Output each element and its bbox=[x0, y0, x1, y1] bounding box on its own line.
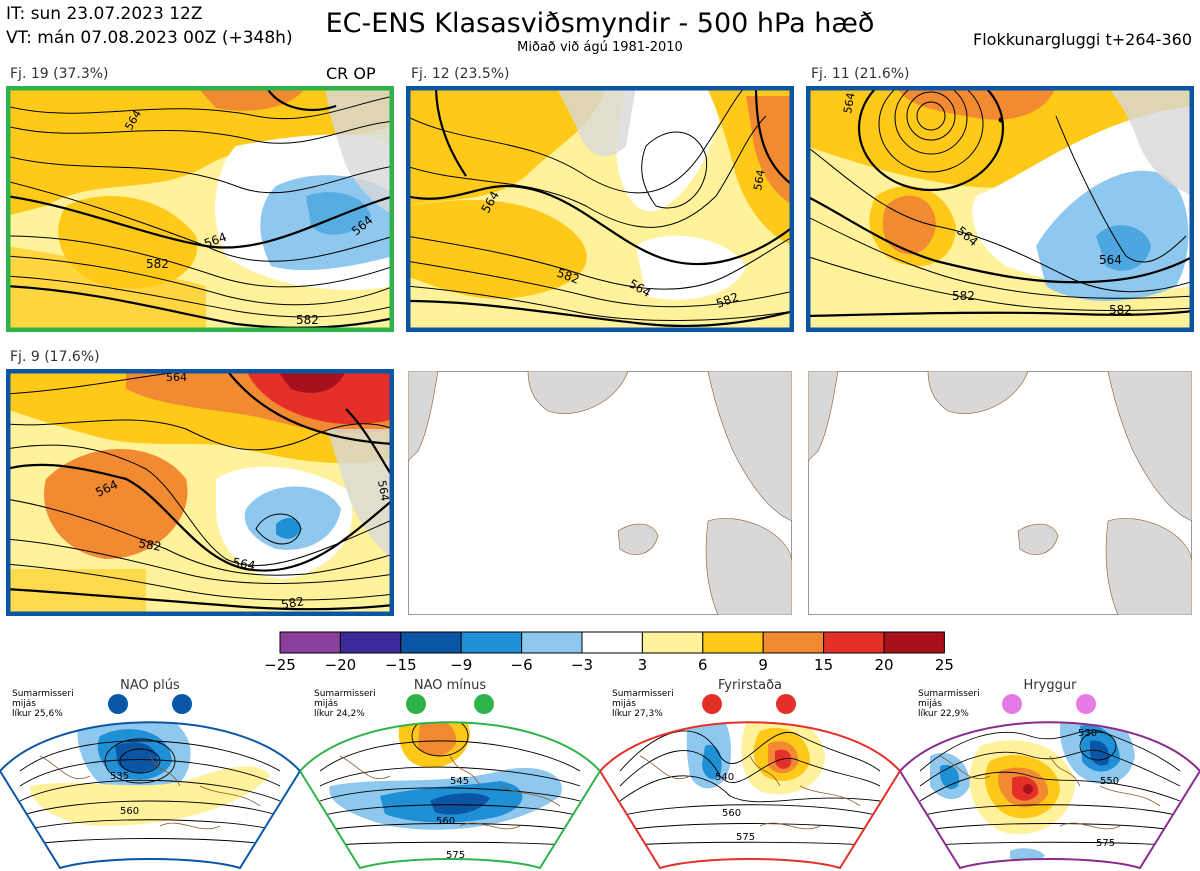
valid-time: VT: mán 07.08.2023 00Z (+348h) bbox=[6, 28, 293, 48]
regime-title: NAO mínus bbox=[414, 678, 487, 693]
colorbar-swatch bbox=[883, 631, 945, 654]
regime-marker bbox=[1076, 694, 1096, 714]
colorbar-tick-label: −20 bbox=[325, 656, 357, 674]
colorbar-tick-label: −25 bbox=[264, 656, 296, 674]
regime-ridge: Hryggur Sumarmisseri mijás líkur 22,9% 5… bbox=[900, 678, 1200, 870]
cluster-map-2: 564 582 564 582 564 bbox=[406, 86, 794, 332]
colorbar-tick-label: 15 bbox=[814, 656, 833, 674]
contour-label: 564 bbox=[231, 555, 256, 573]
contour-label: 564 bbox=[375, 479, 391, 502]
regime-outline bbox=[600, 721, 900, 870]
regime-outline bbox=[300, 721, 600, 870]
regime-likelihood: líkur 25,6% bbox=[12, 709, 63, 719]
contour-label: 575 bbox=[1096, 838, 1115, 849]
colorbar-swatch bbox=[823, 631, 885, 654]
colorbar-tick-label: −6 bbox=[511, 656, 533, 674]
regime-title: Fyrirstaða bbox=[718, 678, 782, 693]
contour-label: 582 bbox=[1109, 303, 1132, 317]
contour-label: 530 bbox=[1078, 728, 1097, 739]
colorbar-swatch bbox=[641, 631, 704, 654]
contour-label: 575 bbox=[736, 832, 755, 843]
contour-label: 540 bbox=[715, 772, 734, 783]
empty-map-5 bbox=[408, 371, 792, 615]
contour-label: 560 bbox=[722, 808, 741, 819]
cluster-map-1: 564 582 582 564 564 bbox=[6, 86, 394, 332]
regime-marker bbox=[776, 694, 796, 714]
panel-1-border bbox=[6, 86, 394, 332]
cluster-map-4: 564 582 564 582 564 564 bbox=[6, 369, 394, 616]
regime-likelihood: líkur 22,9% bbox=[918, 709, 969, 719]
regime-marker bbox=[1002, 694, 1022, 714]
panel-3-label: Fj. 11 (21.6%) bbox=[811, 66, 910, 82]
regime-nao-minus: NAO mínus Sumarmisseri mijás líkur 24,2%… bbox=[300, 678, 600, 870]
contour-label: 582 bbox=[146, 257, 169, 271]
colorbar-tick-label: −15 bbox=[385, 656, 417, 674]
regime-likelihood: líkur 24,2% bbox=[314, 709, 365, 719]
regime-marker bbox=[108, 694, 128, 714]
contour-label: 545 bbox=[450, 776, 469, 787]
contour-label: 564 bbox=[841, 92, 857, 115]
contour-label: 582 bbox=[296, 313, 319, 327]
colorbar-swatch bbox=[702, 631, 764, 654]
panel-2-border bbox=[406, 86, 794, 332]
page-subtitle: Miðað við ágú 1981-2010 bbox=[517, 40, 683, 55]
colorbar-swatch bbox=[339, 631, 402, 654]
colorbar-swatch bbox=[581, 631, 643, 654]
colorbar-legend: −25 −20 −15 −9 −6 −3 3 6 9 15 20 25 bbox=[264, 631, 954, 674]
empty-map-6 bbox=[808, 371, 1192, 615]
regime-season: Sumarmisseri bbox=[612, 689, 674, 699]
regime-quantity: mijás bbox=[314, 699, 338, 709]
regime-blocking: Fyrirstaða Sumarmisseri mijás líkur 27,3… bbox=[600, 678, 900, 870]
initial-time: IT: sun 23.07.2023 12Z bbox=[6, 4, 203, 24]
regime-outline bbox=[900, 721, 1200, 870]
regime-nao-plus: NAO plús Sumarmisseri mijás líkur 25,6% … bbox=[0, 678, 300, 870]
contour-label: 564 bbox=[166, 371, 187, 384]
contour-label: 550 bbox=[1100, 776, 1119, 787]
regime-marker bbox=[172, 694, 192, 714]
page-title: EC-ENS Klasasviðsmyndir - 500 hPa hæð bbox=[325, 8, 875, 39]
panel-4-border bbox=[6, 369, 394, 616]
colorbar-tick-label: 9 bbox=[758, 656, 768, 674]
cluster-map-3: 564 564 582 582 564 bbox=[806, 86, 1194, 332]
colorbar-tick-label: 3 bbox=[638, 656, 648, 674]
panel-1-label: Fj. 19 (37.3%) bbox=[10, 66, 109, 82]
regime-title: NAO plús bbox=[120, 678, 180, 693]
colorbar-swatch bbox=[521, 631, 583, 654]
colorbar-tick-label: 6 bbox=[698, 656, 708, 674]
contour-label: 564 bbox=[751, 169, 767, 192]
contour-label: 582 bbox=[280, 594, 305, 612]
contour-label: 582 bbox=[952, 289, 975, 303]
colorbar-tick-label: −9 bbox=[450, 656, 472, 674]
regime-season: Sumarmisseri bbox=[918, 689, 980, 699]
regime-outline bbox=[0, 721, 300, 870]
regime-season: Sumarmisseri bbox=[12, 689, 74, 699]
regime-marker bbox=[406, 694, 426, 714]
contour-label: 575 bbox=[446, 850, 465, 861]
colorbar-tick-label: 25 bbox=[935, 656, 954, 674]
contour-label: 564 bbox=[1099, 253, 1122, 267]
contour-label: 560 bbox=[120, 806, 139, 817]
colorbar-tick-label: 20 bbox=[874, 656, 893, 674]
panel-4-label: Fj. 9 (17.6%) bbox=[10, 349, 100, 365]
panel-3-border bbox=[806, 86, 1194, 332]
classification-window: Flokkunargluggi t+264-360 bbox=[973, 30, 1192, 49]
colorbar-swatch bbox=[762, 631, 825, 654]
contour-label: 560 bbox=[436, 816, 455, 827]
regime-quantity: mijás bbox=[612, 699, 636, 709]
regime-marker bbox=[474, 694, 494, 714]
regime-title: Hryggur bbox=[1024, 678, 1078, 693]
colorbar-tick-label: −3 bbox=[571, 656, 593, 674]
regime-season: Sumarmisseri bbox=[314, 689, 376, 699]
contour-label: 535 bbox=[110, 771, 129, 782]
colorbar-swatch bbox=[279, 631, 341, 654]
regime-quantity: mijás bbox=[12, 699, 36, 709]
colorbar-swatch bbox=[460, 631, 523, 654]
regime-quantity: mijás bbox=[918, 699, 942, 709]
contour-label: 582 bbox=[137, 536, 162, 554]
regime-marker bbox=[702, 694, 722, 714]
panel-2-label: Fj. 12 (23.5%) bbox=[411, 66, 510, 82]
colorbar-swatch bbox=[400, 631, 462, 654]
panel-1-badge: CR OP bbox=[326, 64, 376, 83]
regime-likelihood: líkur 27,3% bbox=[612, 709, 663, 719]
